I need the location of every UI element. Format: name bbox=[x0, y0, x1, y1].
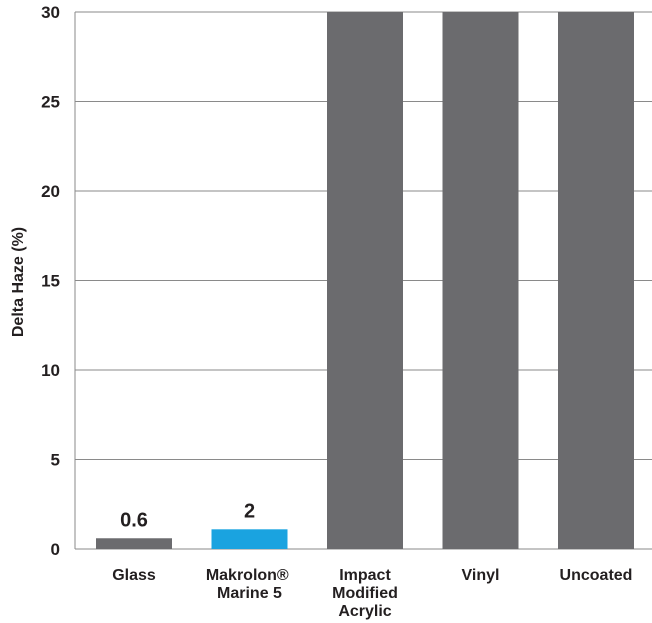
y-tick-label: 25 bbox=[41, 93, 60, 112]
y-tick-label: 0 bbox=[51, 540, 60, 559]
y-tick-label: 15 bbox=[41, 272, 60, 291]
bar bbox=[96, 538, 172, 549]
y-axis-label: Delta Haze (%) bbox=[10, 227, 27, 337]
data-label: 0.6 bbox=[120, 509, 148, 531]
y-tick-label: 10 bbox=[41, 361, 60, 380]
bar bbox=[211, 529, 288, 549]
data-label: 2 bbox=[244, 500, 255, 522]
bar bbox=[327, 12, 403, 549]
y-tick-label: 30 bbox=[41, 3, 60, 22]
category-label: Vinyl bbox=[462, 567, 500, 584]
category-label: Impact Modified Acrylic bbox=[332, 567, 398, 620]
y-tick-labels: 0 5 10 15 20 25 30 bbox=[41, 3, 60, 559]
bar bbox=[558, 12, 634, 549]
category-label: Glass bbox=[112, 567, 156, 584]
category-labels: Glass Makrolon® Marine 5 Impact Modified Acr… bbox=[112, 567, 632, 620]
bars bbox=[96, 12, 634, 549]
bar bbox=[442, 12, 519, 549]
category-label: Uncoated bbox=[560, 567, 633, 584]
data-labels: 0.6 2 bbox=[120, 500, 255, 531]
y-tick-label: 5 bbox=[51, 451, 60, 470]
y-tick-label: 20 bbox=[41, 182, 60, 201]
category-label: Makrolon® Marine 5 bbox=[206, 567, 293, 602]
